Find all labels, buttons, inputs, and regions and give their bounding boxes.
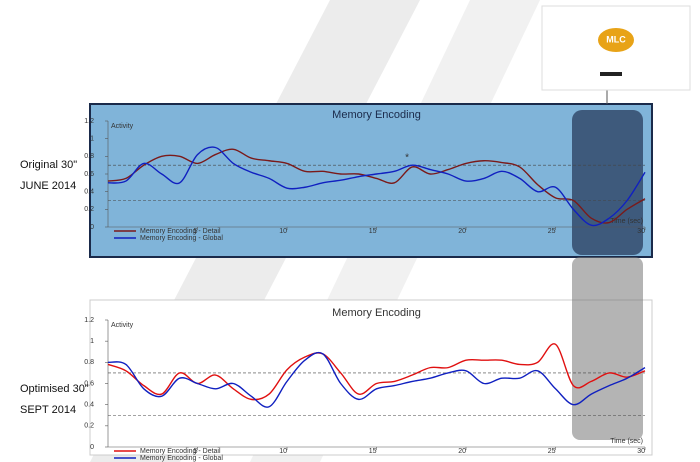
x-tick-label: 10 bbox=[279, 228, 287, 235]
series-line bbox=[107, 146, 646, 227]
x-tick-label: 5 bbox=[194, 448, 198, 455]
legend-label: Memory Encoding - Detail bbox=[140, 228, 221, 235]
y-tick-label: 1.2 bbox=[84, 118, 94, 125]
side-label: Optimised 30" bbox=[20, 383, 89, 395]
y-tick-label: 0.6 bbox=[84, 171, 94, 178]
x-tick-label: 25 bbox=[548, 448, 556, 455]
y-tick-label: 1.2 bbox=[84, 317, 94, 324]
legend-label: Memory Encoding - Detail bbox=[140, 448, 221, 455]
annotation: * bbox=[405, 153, 409, 164]
x-axis-label: Time (sec) bbox=[610, 218, 643, 225]
logo bbox=[598, 28, 634, 52]
x-tick-label: 20 bbox=[458, 448, 466, 455]
x-tick-label: 30 bbox=[637, 228, 645, 235]
series-line bbox=[107, 351, 646, 408]
legend-label: Memory Encoding - Global bbox=[140, 235, 223, 242]
chart-title: Memory Encoding bbox=[332, 307, 421, 319]
chart-panel bbox=[89, 103, 653, 258]
chart-title: Memory Encoding bbox=[332, 109, 421, 121]
y-tick-label: 0.4 bbox=[84, 189, 94, 196]
y-tick-label: 0.8 bbox=[84, 153, 94, 160]
y-tick-label: 1 bbox=[90, 338, 94, 345]
y-tick-label: 1 bbox=[90, 136, 94, 143]
series-line bbox=[107, 148, 646, 224]
legend-label: Memory Encoding - Global bbox=[140, 455, 223, 462]
y-axis-label: Activity bbox=[111, 123, 134, 130]
x-tick-label: 25 bbox=[548, 228, 556, 235]
x-tick-label: 15 bbox=[369, 448, 377, 455]
y-tick-label: 0.2 bbox=[84, 206, 94, 213]
logo-text: MLC bbox=[606, 34, 626, 44]
y-tick-label: 0 bbox=[90, 444, 94, 451]
x-tick-label: 20 bbox=[458, 228, 466, 235]
y-axis-label: Activity bbox=[111, 322, 134, 329]
side-label: Original 30" bbox=[20, 159, 77, 171]
side-label: SEPT 2014 bbox=[20, 404, 76, 416]
highlight-band bbox=[572, 257, 643, 440]
y-tick-label: 0.8 bbox=[84, 359, 94, 366]
side-label: JUNE 2014 bbox=[20, 180, 76, 192]
y-tick-label: 0.2 bbox=[84, 423, 94, 430]
x-tick-label: 5 bbox=[194, 228, 198, 235]
x-axis-label: Time (sec) bbox=[610, 438, 643, 445]
y-tick-label: 0.4 bbox=[84, 402, 94, 409]
highlight-band bbox=[572, 110, 643, 255]
x-tick-label: 30 bbox=[637, 448, 645, 455]
thumbnail-button bbox=[600, 72, 622, 76]
y-tick-label: 0 bbox=[90, 224, 94, 231]
x-tick-label: 15 bbox=[369, 228, 377, 235]
x-tick-label: 10 bbox=[279, 448, 287, 455]
y-tick-label: 0.6 bbox=[84, 380, 94, 387]
